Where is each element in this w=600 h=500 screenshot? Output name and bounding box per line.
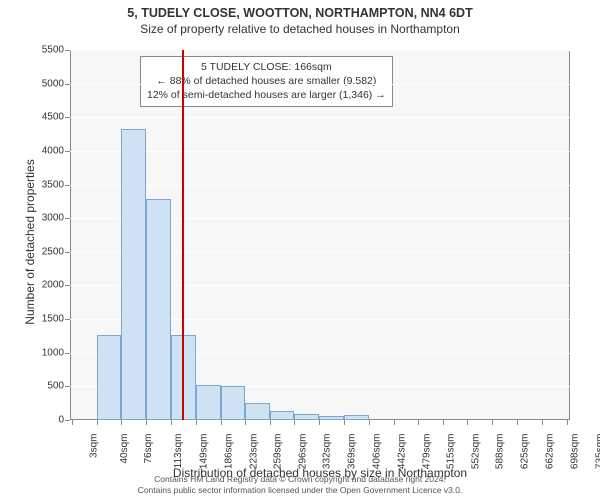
xtick-label: 296sqm bbox=[298, 434, 309, 470]
gridline bbox=[70, 50, 570, 51]
xtick-label: 223sqm bbox=[248, 434, 259, 470]
xtick-label: 515sqm bbox=[446, 434, 457, 470]
bar bbox=[245, 403, 270, 420]
ytick-label: 1000 bbox=[24, 347, 64, 358]
xtick-mark bbox=[567, 420, 568, 425]
ytick-mark bbox=[65, 319, 70, 320]
gridline bbox=[70, 84, 570, 85]
xtick-mark bbox=[146, 420, 147, 425]
xtick-mark bbox=[171, 420, 172, 425]
xtick-mark bbox=[344, 420, 345, 425]
ytick-label: 0 bbox=[24, 415, 64, 426]
bar bbox=[196, 385, 221, 420]
ytick-mark bbox=[65, 252, 70, 253]
chart-subtitle: Size of property relative to detached ho… bbox=[0, 20, 600, 36]
reference-infobox: 5 TUDELY CLOSE: 166sqm ← 88% of detached… bbox=[140, 56, 393, 107]
xtick-mark bbox=[517, 420, 518, 425]
ytick-label: 5500 bbox=[24, 45, 64, 56]
ytick-mark bbox=[65, 151, 70, 152]
xtick-mark bbox=[319, 420, 320, 425]
chart-footer: Contains HM Land Registry data © Crown c… bbox=[0, 474, 600, 496]
xtick-label: 149sqm bbox=[198, 434, 209, 470]
xtick-label: 552sqm bbox=[471, 434, 482, 470]
ytick-mark bbox=[65, 386, 70, 387]
ytick-mark bbox=[65, 50, 70, 51]
ytick-label: 500 bbox=[24, 381, 64, 392]
bar bbox=[319, 416, 344, 420]
y-axis-line-right bbox=[569, 50, 570, 420]
xtick-mark bbox=[245, 420, 246, 425]
xtick-label: 259sqm bbox=[273, 434, 284, 470]
xtick-mark bbox=[121, 420, 122, 425]
reference-line bbox=[182, 50, 184, 420]
bar bbox=[344, 415, 368, 420]
xtick-mark bbox=[443, 420, 444, 425]
bar bbox=[221, 386, 245, 420]
xtick-label: 332sqm bbox=[322, 434, 333, 470]
ytick-mark bbox=[65, 218, 70, 219]
xtick-mark bbox=[418, 420, 419, 425]
ytick-label: 4000 bbox=[24, 145, 64, 156]
ytick-label: 3000 bbox=[24, 213, 64, 224]
bar bbox=[270, 411, 294, 420]
xtick-label: 625sqm bbox=[520, 434, 531, 470]
ytick-mark bbox=[65, 285, 70, 286]
gridline bbox=[70, 117, 570, 118]
xtick-label: 406sqm bbox=[372, 434, 383, 470]
xtick-label: 76sqm bbox=[143, 434, 154, 464]
xtick-label: 369sqm bbox=[347, 434, 358, 470]
xtick-label: 735sqm bbox=[594, 434, 600, 470]
ytick-label: 2000 bbox=[24, 280, 64, 291]
ytick-mark bbox=[65, 185, 70, 186]
ytick-label: 5000 bbox=[24, 78, 64, 89]
ytick-mark bbox=[65, 117, 70, 118]
ytick-label: 4500 bbox=[24, 112, 64, 123]
ytick-label: 2500 bbox=[24, 246, 64, 257]
xtick-mark bbox=[492, 420, 493, 425]
footer-line1: Contains HM Land Registry data © Crown c… bbox=[0, 474, 600, 485]
xtick-label: 479sqm bbox=[421, 434, 432, 470]
xtick-label: 40sqm bbox=[119, 434, 130, 464]
ytick-mark bbox=[65, 420, 70, 421]
xtick-mark bbox=[542, 420, 543, 425]
chart-title: 5, TUDELY CLOSE, WOOTTON, NORTHAMPTON, N… bbox=[0, 0, 600, 20]
ytick-label: 1500 bbox=[24, 314, 64, 325]
xtick-mark bbox=[221, 420, 222, 425]
xtick-label: 3sqm bbox=[88, 434, 99, 458]
footer-line2: Contains public sector information licen… bbox=[0, 485, 600, 496]
chart-plot-area: 5 TUDELY CLOSE: 166sqm ← 88% of detached… bbox=[70, 50, 570, 420]
xtick-mark bbox=[270, 420, 271, 425]
xtick-label: 698sqm bbox=[569, 434, 580, 470]
xtick-mark bbox=[394, 420, 395, 425]
xtick-mark bbox=[72, 420, 73, 425]
bar bbox=[97, 335, 121, 420]
xtick-label: 588sqm bbox=[495, 434, 506, 470]
xtick-mark bbox=[467, 420, 468, 425]
xtick-mark bbox=[97, 420, 98, 425]
ytick-mark bbox=[65, 84, 70, 85]
xtick-mark bbox=[196, 420, 197, 425]
y-axis-line bbox=[70, 50, 71, 420]
bar bbox=[294, 414, 319, 420]
xtick-mark bbox=[294, 420, 295, 425]
ytick-mark bbox=[65, 353, 70, 354]
bar bbox=[121, 129, 146, 420]
ytick-label: 3500 bbox=[24, 179, 64, 190]
xtick-label: 186sqm bbox=[223, 434, 234, 470]
xtick-label: 113sqm bbox=[173, 434, 184, 469]
xtick-mark bbox=[369, 420, 370, 425]
xtick-label: 662sqm bbox=[545, 434, 556, 470]
xtick-label: 442sqm bbox=[396, 434, 407, 470]
bar bbox=[146, 199, 170, 420]
